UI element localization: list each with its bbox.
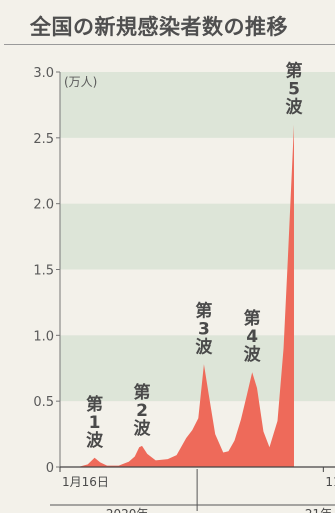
wave-label-5: 第 — [285, 61, 302, 82]
title-underline — [4, 44, 335, 45]
unit-label: (万人) — [64, 75, 97, 89]
y-tick-label: 0.5 — [33, 395, 54, 410]
year-label: 2020年 — [106, 507, 149, 513]
y-tick-label: 0 — [46, 461, 54, 476]
x-tick-label: 11月 — [325, 475, 335, 489]
wave-label-4: 第 — [244, 308, 261, 329]
wave-label-3: 波 — [195, 336, 213, 357]
wave-label-1: 1 — [89, 413, 101, 433]
y-tick-label: 1.5 — [33, 264, 54, 279]
wave-label-3: 3 — [198, 319, 210, 339]
wave-label-4: 波 — [244, 344, 262, 365]
y-tick-label: 1.0 — [33, 329, 54, 344]
wave-label-3: 第 — [195, 300, 212, 321]
y-tick-label: 2.0 — [33, 198, 54, 213]
year-label: 21年 — [305, 507, 332, 513]
wave-label-2: 波 — [134, 418, 152, 439]
wave-label-2: 2 — [136, 401, 148, 421]
wave-label-5: 5 — [288, 80, 300, 100]
wave-label-1: 第 — [86, 394, 103, 415]
grid-band — [60, 72, 335, 138]
wave-label-4: 4 — [246, 327, 258, 347]
wave-label-2: 第 — [134, 382, 151, 403]
y-tick-label: 3.0 — [33, 66, 54, 81]
wave-label-1: 波 — [86, 430, 104, 451]
x-tick-label: 1月16日 — [62, 475, 109, 489]
wave-label-5: 波 — [285, 97, 303, 118]
y-tick-label: 2.5 — [33, 132, 54, 147]
chart-title: 全国の新規感染者数の推移 — [30, 15, 288, 39]
